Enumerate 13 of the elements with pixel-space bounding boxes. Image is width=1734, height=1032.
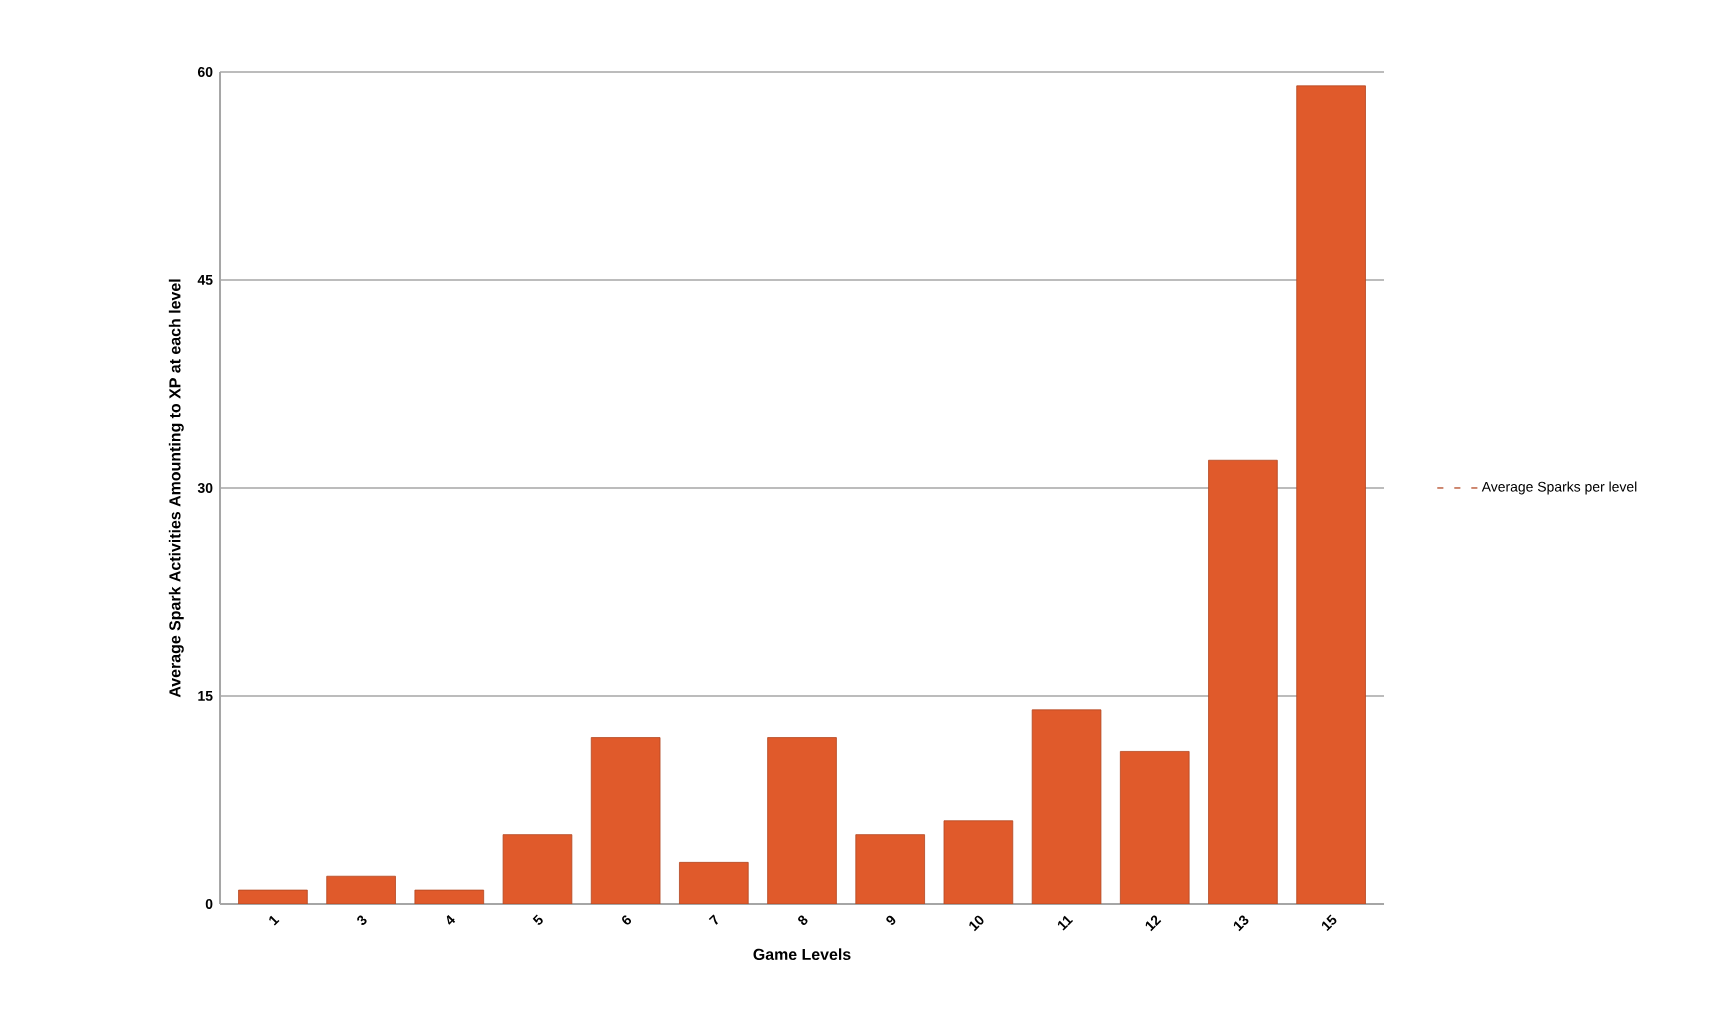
bar — [1208, 459, 1278, 904]
bar — [590, 737, 661, 904]
bar — [238, 889, 308, 904]
bar — [414, 889, 485, 904]
bar — [1296, 85, 1366, 904]
bar — [679, 861, 749, 904]
bar — [855, 834, 925, 904]
bar — [767, 737, 837, 904]
bar — [502, 834, 573, 904]
bar — [943, 820, 1014, 904]
bar — [1119, 751, 1190, 904]
bar — [326, 875, 396, 904]
bar — [1031, 709, 1102, 904]
